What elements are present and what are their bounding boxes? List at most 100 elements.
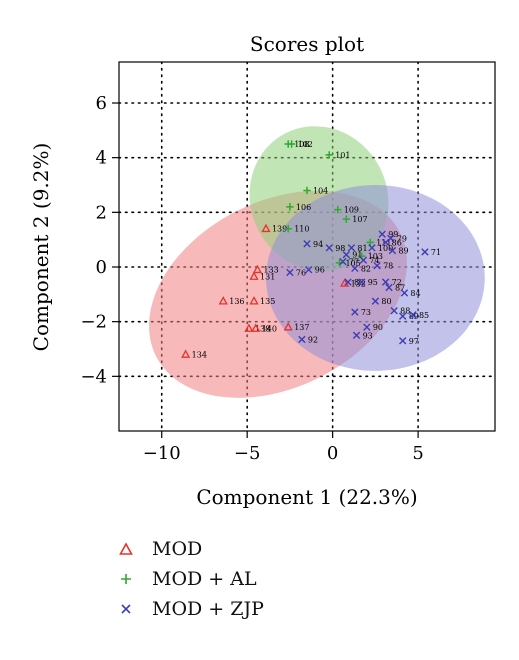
point-x bbox=[373, 261, 381, 270]
plus-marker-icon bbox=[114, 572, 138, 586]
point-label: 83 bbox=[354, 278, 364, 287]
point-label: 136 bbox=[229, 297, 244, 306]
legend-item-mod-zjp: MOD + ZJP bbox=[114, 594, 264, 624]
point-x bbox=[388, 246, 397, 255]
point-triangle bbox=[252, 264, 263, 274]
point-x bbox=[381, 278, 390, 286]
point-x bbox=[342, 251, 351, 259]
point-label: 71 bbox=[431, 248, 441, 257]
point-label: 106 bbox=[296, 203, 311, 212]
x-marker-icon bbox=[114, 602, 138, 616]
point-label: 80 bbox=[381, 297, 391, 306]
point-label: 101 bbox=[335, 151, 350, 160]
point-label: 108 bbox=[294, 140, 309, 149]
point-label: 74 bbox=[369, 256, 379, 265]
point-x bbox=[390, 307, 398, 315]
point-x bbox=[387, 234, 395, 242]
point-label: 111 bbox=[376, 238, 391, 247]
y-tick-label: −4 bbox=[80, 366, 107, 387]
point-triangle bbox=[249, 271, 259, 280]
point-label: 76 bbox=[296, 268, 306, 277]
point-label: 93 bbox=[363, 331, 373, 340]
point-plus bbox=[284, 225, 292, 233]
point-x bbox=[381, 238, 390, 247]
point-x bbox=[351, 308, 359, 316]
point-label: 73 bbox=[361, 308, 371, 317]
point-label: 84 bbox=[410, 289, 420, 298]
point-x bbox=[352, 331, 361, 340]
point-triangle bbox=[181, 349, 191, 358]
point-label: 131 bbox=[260, 273, 275, 282]
point-x bbox=[325, 244, 333, 252]
legend-item-mod: MOD bbox=[114, 534, 264, 564]
point-x bbox=[303, 240, 311, 248]
y-axis-label: Component 2 (9.2%) bbox=[29, 143, 53, 352]
point-plus bbox=[334, 205, 342, 214]
point-label: 134 bbox=[192, 350, 207, 359]
point-triangle bbox=[249, 296, 259, 305]
y-tick-label: 2 bbox=[96, 202, 107, 223]
point-label: 140 bbox=[262, 325, 277, 334]
point-label: 89 bbox=[409, 312, 419, 321]
point-triangle bbox=[244, 323, 254, 332]
point-label: 138 bbox=[255, 325, 270, 334]
point-x bbox=[399, 337, 407, 345]
point-label: 110 bbox=[294, 225, 309, 234]
point-plus bbox=[325, 151, 333, 159]
point-label: 87 bbox=[395, 284, 405, 293]
point-label: 72 bbox=[392, 278, 402, 287]
point-label: 105 bbox=[345, 259, 360, 268]
point-x bbox=[298, 335, 306, 344]
x-axis-label: Component 1 (22.3%) bbox=[196, 485, 417, 509]
point-plus bbox=[303, 186, 311, 195]
point-label: 135 bbox=[260, 297, 275, 306]
point-triangle bbox=[251, 323, 261, 332]
point-plus bbox=[366, 238, 374, 247]
point-x bbox=[363, 323, 371, 331]
point-plus bbox=[286, 203, 294, 211]
x-tick-label: 5 bbox=[412, 443, 423, 464]
point-label: 102 bbox=[298, 140, 313, 149]
y-tick-label: −2 bbox=[80, 312, 107, 333]
point-label: 92 bbox=[308, 335, 318, 344]
point-label: 82 bbox=[361, 264, 371, 273]
point-x bbox=[368, 244, 376, 252]
plot-frame bbox=[118, 61, 496, 432]
point-x bbox=[421, 248, 429, 256]
point-label: 86 bbox=[392, 238, 402, 247]
point-x bbox=[409, 311, 417, 319]
confidence-ellipse-2 bbox=[265, 184, 485, 371]
point-triangle bbox=[283, 322, 293, 331]
point-x bbox=[339, 257, 347, 266]
point-x bbox=[305, 266, 313, 274]
point-label: 81 bbox=[357, 244, 367, 253]
point-x bbox=[347, 244, 356, 252]
legend-label: MOD + ZJP bbox=[152, 598, 264, 620]
point-label: 90 bbox=[373, 323, 383, 332]
x-tick-label: −10 bbox=[143, 443, 181, 464]
y-tick-label: 6 bbox=[96, 93, 107, 114]
point-label: 104 bbox=[313, 186, 328, 195]
point-label: 139 bbox=[272, 225, 287, 234]
legend: MOD MOD + AL MOD + ZJP bbox=[114, 534, 264, 624]
point-label: 98 bbox=[335, 244, 345, 253]
y-tick-label: 0 bbox=[96, 257, 107, 278]
point-label: 94 bbox=[313, 240, 323, 249]
point-label: 79 bbox=[397, 234, 407, 243]
point-label: 77 bbox=[349, 258, 359, 267]
point-label: 88 bbox=[400, 307, 410, 316]
point-label: 95 bbox=[368, 278, 378, 287]
point-label: 103 bbox=[368, 252, 383, 261]
point-label: 91 bbox=[352, 251, 362, 260]
x-tick-label: −5 bbox=[234, 443, 261, 464]
point-x bbox=[344, 278, 352, 286]
point-label: 89 bbox=[398, 247, 408, 256]
point-triangle bbox=[261, 223, 271, 233]
point-label: 97 bbox=[409, 337, 419, 346]
chart-title: Scores plot bbox=[250, 32, 364, 56]
point-label: 132 bbox=[351, 279, 366, 288]
point-x bbox=[371, 297, 380, 305]
point-label: 133 bbox=[263, 266, 278, 275]
point-x bbox=[286, 268, 294, 277]
